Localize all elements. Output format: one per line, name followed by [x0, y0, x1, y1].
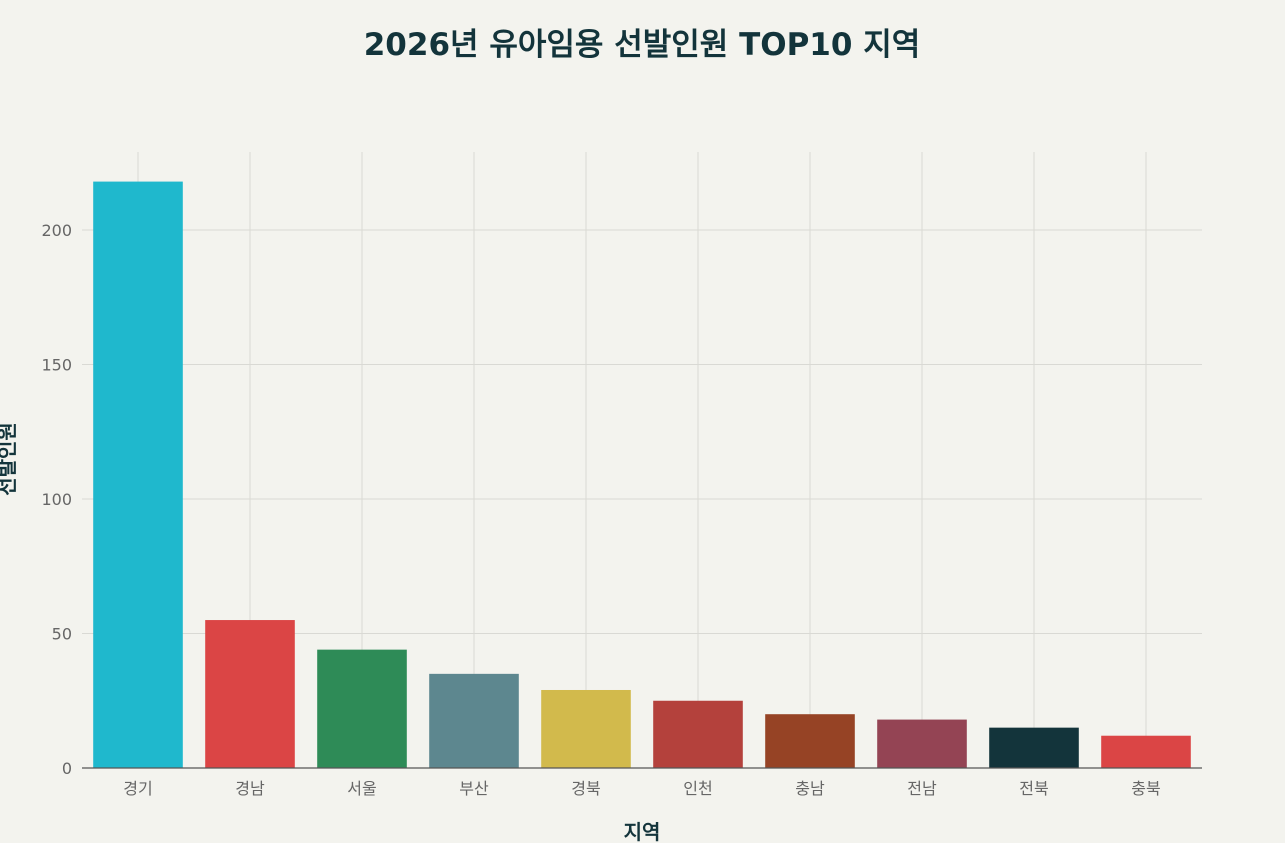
- x-tick-label: 전북: [1019, 779, 1048, 798]
- x-tick-label: 충남: [795, 779, 825, 798]
- y-tick-label: 150: [41, 356, 72, 375]
- y-tick-label: 0: [62, 759, 72, 778]
- bar-부산: [429, 673, 519, 768]
- y-tick-label: 100: [41, 490, 72, 509]
- bar-경북: [541, 689, 631, 768]
- x-tick-label: 경북: [571, 779, 600, 798]
- bar-충북: [1101, 735, 1191, 768]
- bar-전북: [989, 727, 1079, 768]
- x-tick-label: 서울: [347, 779, 376, 798]
- bar-전남: [877, 719, 967, 768]
- bar-인천: [653, 700, 743, 768]
- x-tick-label: 경기: [123, 779, 152, 798]
- x-axis-title: 지역: [624, 820, 661, 843]
- chart-title: 2026년 유아임용 선발인원 TOP10 지역: [364, 27, 921, 63]
- x-tick-label: 경남: [235, 779, 265, 798]
- bars: [93, 181, 1191, 768]
- bar-경기: [93, 181, 183, 768]
- x-tick-label: 부산: [459, 779, 489, 798]
- bar-경남: [205, 620, 295, 768]
- grid-lines: [82, 152, 1202, 768]
- x-tick-label: 인천: [683, 779, 712, 798]
- bar-충남: [765, 714, 855, 768]
- bar-서울: [317, 649, 407, 768]
- x-tick-label: 충북: [1131, 779, 1160, 798]
- x-tick-label: 전남: [907, 779, 937, 798]
- y-tick-label: 50: [52, 625, 72, 644]
- y-axis-title: 선발인원: [0, 422, 19, 496]
- x-axis-ticks: 경기 경남 서울 부산 경북 인천 충남 전남 전북 충북: [123, 779, 1160, 798]
- y-tick-label: 200: [41, 221, 72, 240]
- y-axis-ticks: 0 50 100 150 200: [41, 221, 72, 778]
